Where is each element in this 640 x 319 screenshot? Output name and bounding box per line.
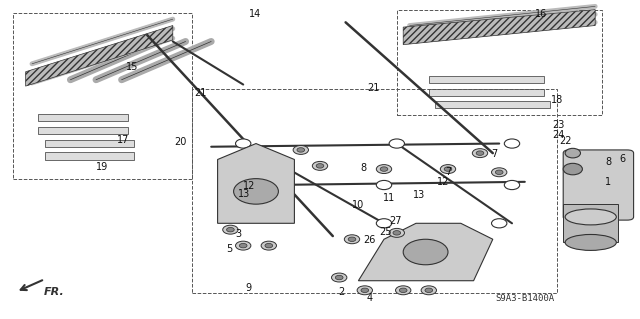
Ellipse shape	[563, 163, 582, 175]
FancyBboxPatch shape	[563, 150, 634, 220]
Bar	[429, 76, 544, 83]
Bar	[45, 152, 134, 160]
Ellipse shape	[440, 165, 456, 174]
Ellipse shape	[421, 286, 436, 295]
Ellipse shape	[234, 179, 278, 204]
Text: 26: 26	[364, 235, 376, 245]
Ellipse shape	[393, 231, 401, 235]
Ellipse shape	[565, 209, 616, 225]
Text: 13: 13	[238, 189, 251, 199]
Ellipse shape	[565, 234, 616, 250]
Ellipse shape	[389, 139, 404, 148]
Text: 21: 21	[194, 87, 207, 98]
Text: 11: 11	[383, 193, 396, 204]
Text: 15: 15	[126, 62, 139, 72]
Ellipse shape	[236, 241, 251, 250]
Text: 14: 14	[248, 9, 261, 19]
Bar	[13, 13, 192, 179]
Bar	[563, 204, 618, 242]
Ellipse shape	[399, 288, 407, 293]
Text: 19: 19	[96, 161, 109, 172]
Ellipse shape	[332, 273, 347, 282]
Text: 21: 21	[367, 83, 380, 93]
Text: 12: 12	[437, 177, 450, 188]
Text: S9A3-B1400A: S9A3-B1400A	[495, 294, 554, 303]
Text: 20: 20	[174, 137, 187, 147]
Ellipse shape	[348, 237, 356, 241]
Ellipse shape	[396, 286, 411, 295]
Text: 7: 7	[445, 167, 451, 177]
Ellipse shape	[261, 181, 276, 189]
Text: 7: 7	[492, 149, 498, 159]
Ellipse shape	[504, 139, 520, 148]
Ellipse shape	[403, 239, 448, 265]
Ellipse shape	[444, 167, 452, 171]
Text: 17: 17	[116, 135, 129, 145]
Text: 9: 9	[245, 283, 252, 293]
Ellipse shape	[376, 181, 392, 189]
Text: 5: 5	[226, 244, 232, 255]
Bar	[45, 140, 134, 147]
Ellipse shape	[476, 151, 484, 155]
Text: 23: 23	[552, 120, 565, 130]
Polygon shape	[26, 26, 173, 86]
Bar	[38, 114, 128, 121]
Text: 16: 16	[534, 9, 547, 19]
Ellipse shape	[316, 164, 324, 168]
Ellipse shape	[239, 243, 247, 248]
Polygon shape	[403, 10, 595, 45]
Ellipse shape	[492, 168, 507, 177]
Text: 4: 4	[367, 293, 373, 303]
Text: 27: 27	[389, 216, 402, 226]
Ellipse shape	[265, 243, 273, 248]
Text: 10: 10	[352, 200, 365, 210]
Ellipse shape	[425, 288, 433, 293]
Bar	[429, 89, 544, 96]
Ellipse shape	[335, 275, 343, 280]
Ellipse shape	[376, 219, 392, 228]
Text: 8: 8	[360, 163, 367, 173]
Text: 24: 24	[552, 130, 565, 140]
Ellipse shape	[361, 288, 369, 293]
Bar	[192, 89, 557, 293]
Ellipse shape	[344, 235, 360, 244]
Text: 13: 13	[413, 189, 426, 200]
Ellipse shape	[293, 145, 308, 154]
Polygon shape	[358, 223, 493, 281]
Text: 3: 3	[236, 229, 242, 240]
Ellipse shape	[504, 181, 520, 189]
Bar	[435, 101, 550, 108]
Ellipse shape	[312, 161, 328, 170]
Ellipse shape	[495, 170, 503, 174]
Ellipse shape	[380, 167, 388, 171]
Ellipse shape	[472, 149, 488, 158]
Text: 22: 22	[559, 136, 572, 146]
Text: 12: 12	[243, 181, 256, 191]
Ellipse shape	[357, 286, 372, 295]
Ellipse shape	[492, 219, 507, 228]
Bar	[38, 127, 128, 134]
Ellipse shape	[227, 227, 234, 232]
Bar	[397, 10, 602, 115]
Ellipse shape	[297, 148, 305, 152]
Text: 2: 2	[338, 287, 344, 297]
Text: 8: 8	[605, 157, 611, 167]
Ellipse shape	[565, 148, 580, 158]
Ellipse shape	[389, 228, 404, 237]
Text: 6: 6	[619, 154, 625, 164]
Ellipse shape	[236, 139, 251, 148]
Polygon shape	[218, 144, 294, 223]
Ellipse shape	[376, 165, 392, 174]
Text: FR.: FR.	[44, 287, 64, 297]
Text: 18: 18	[550, 95, 563, 106]
Ellipse shape	[223, 225, 238, 234]
Text: 25: 25	[379, 227, 392, 237]
Text: 1: 1	[605, 177, 611, 187]
Ellipse shape	[261, 241, 276, 250]
